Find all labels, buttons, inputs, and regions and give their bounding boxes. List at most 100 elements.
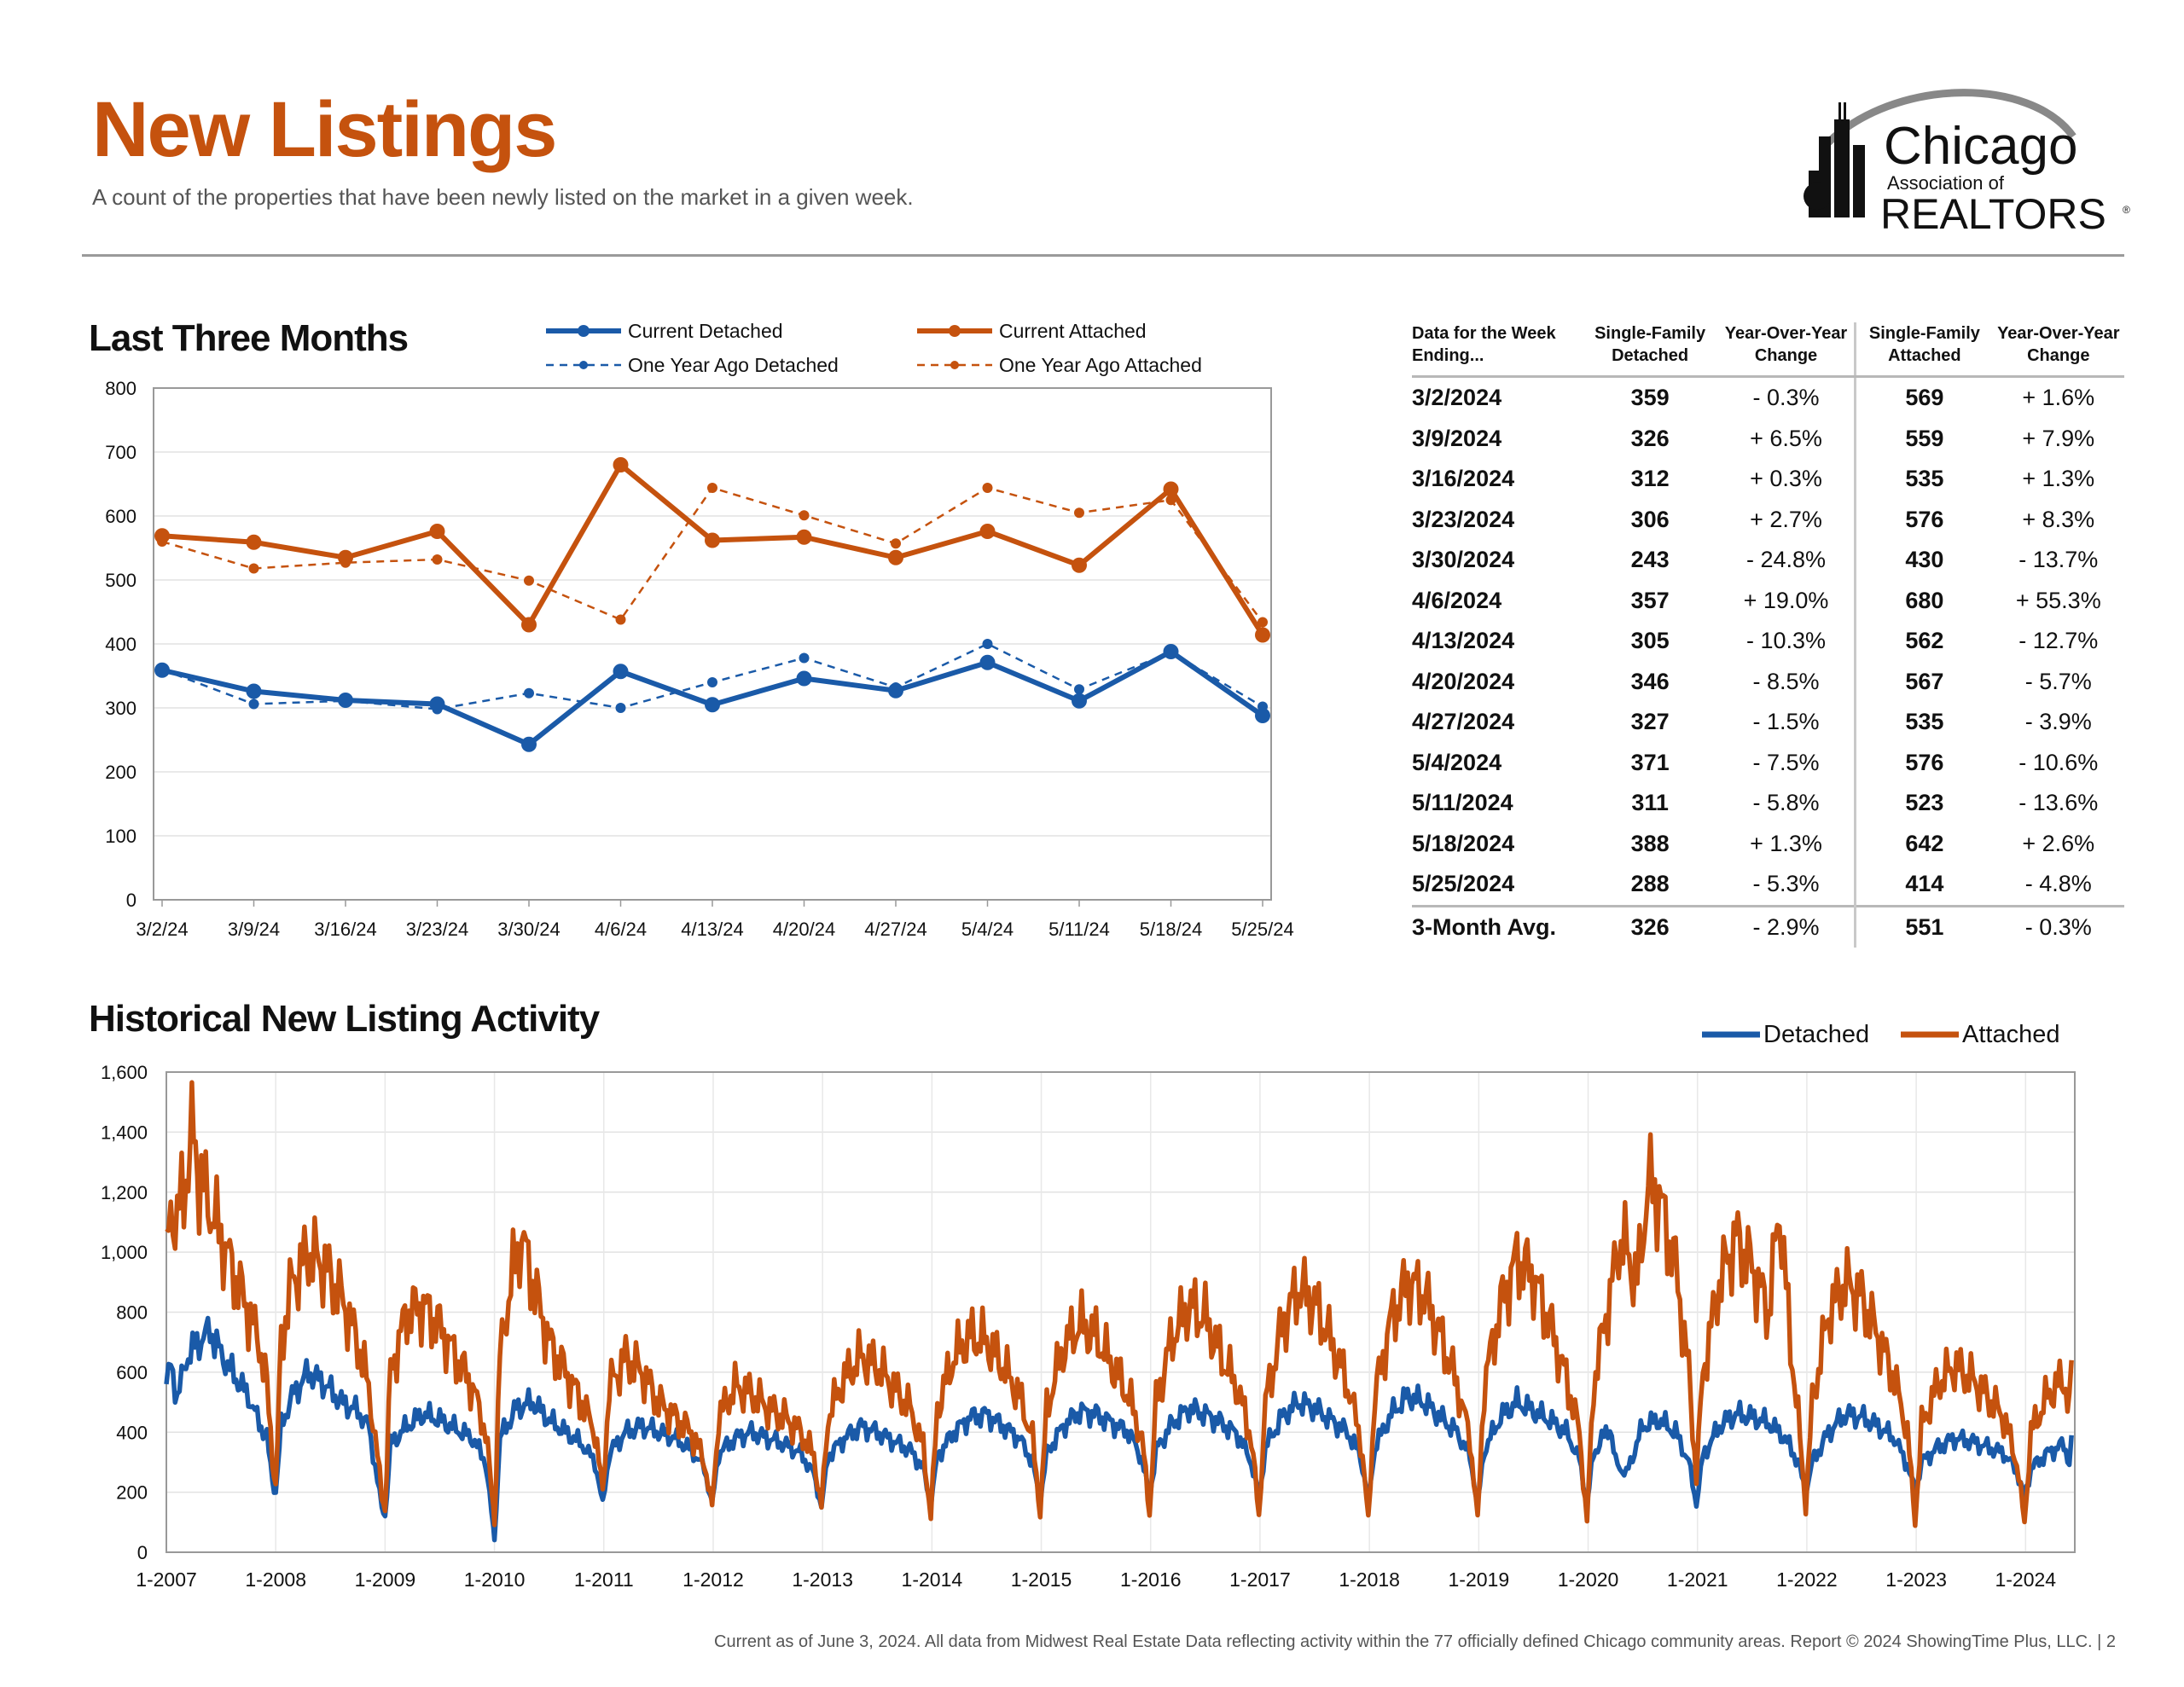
data-point (796, 529, 812, 545)
table-avg-row: 3-Month Avg. 326- 2.9% 551- 0.3% (1412, 904, 2124, 948)
header-detached: Single-Family Detached (1582, 322, 1718, 378)
y-tick-label: 0 (126, 890, 136, 911)
historical-activity-chart: 0 200 400 600 800 1,000 1,200 1,400 1,600 1-2007 1… (101, 1021, 2076, 1591)
chicago-realtors-logo: Chicago Association of REALTORS ® (1804, 89, 2130, 238)
data-point (1258, 617, 1268, 628)
series-line-detached (164, 1315, 2074, 1543)
week-cell: 3/23/2024 (1412, 506, 1515, 532)
week-cell: 3/16/2024 (1412, 466, 1515, 492)
yoy-detached-cell: + 6.5% (1717, 418, 1857, 459)
attached-cell: 535 (1905, 466, 1944, 492)
yoy-attached-cell: - 3.9% (2024, 709, 2092, 735)
x-tick-label: 1-2010 (464, 1568, 526, 1591)
footer-note: Current as of June 3, 2024. All data fro… (714, 1632, 2116, 1651)
data-point (979, 524, 996, 539)
header-yoy-attached: Year-Over-Year Change (1992, 322, 2124, 378)
x-tick-label: 4/20/24 (773, 919, 835, 940)
table-row: 5/11/2024 311 - 5.8% 523 - 13.6% (1412, 783, 2124, 824)
legend-marker (949, 325, 961, 337)
y-tick-label: 100 (105, 826, 136, 847)
attached-cell: 642 (1905, 830, 1944, 856)
yoy-detached-cell: + 1.3% (1717, 823, 1857, 864)
data-point (799, 510, 810, 521)
attached-cell: 567 (1905, 668, 1944, 694)
x-tick-label: 3/23/24 (406, 919, 468, 940)
data-point (246, 683, 262, 699)
data-point (1255, 708, 1270, 723)
yoy-detached-cell: - 8.5% (1717, 661, 1857, 702)
table-row: 3/9/2024 326 + 6.5% 559 + 7.9% (1412, 418, 2124, 459)
detached-cell: 243 (1630, 547, 1670, 573)
x-tick-label: 3/16/24 (314, 919, 376, 940)
table-row: 5/25/2024 288 - 5.3% 414 - 4.8% (1412, 864, 2124, 906)
week-cell: 4/27/2024 (1412, 709, 1515, 735)
data-point (1255, 627, 1270, 643)
data-point (888, 682, 903, 699)
last-three-months-chart: 0 100 200 300 400 500 600 700 800 3/2/24 3/9/24 3/1… (105, 320, 1293, 940)
detached-cell: 305 (1630, 628, 1670, 654)
yoy-attached-cell: + 8.3% (2022, 506, 2095, 532)
logo-registered: ® (2123, 204, 2130, 216)
x-tick-label: 4/13/24 (681, 919, 743, 940)
data-point (705, 697, 720, 713)
data-point (1074, 684, 1084, 695)
data-point (154, 662, 170, 678)
yoy-attached-cell: - 5.7% (2024, 668, 2092, 694)
section-last-three-months: Last Three Months (89, 317, 409, 359)
attached-cell: 523 (1905, 790, 1944, 816)
detached-cell: 346 (1630, 668, 1670, 694)
table-row: 3/16/2024 312 + 0.3% 535 + 1.3% (1412, 459, 2124, 500)
yoy-detached-cell: + 0.3% (1717, 459, 1857, 500)
legend-label: Detached (1763, 1021, 1869, 1048)
y-tick-label: 800 (105, 378, 136, 399)
detached-cell: 306 (1630, 506, 1670, 532)
y-tick-label: 800 (116, 1302, 148, 1324)
yoy-detached-cell: - 5.3% (1717, 864, 1857, 906)
data-point (707, 677, 717, 687)
detached-cell: 327 (1630, 709, 1670, 735)
section-historical: Historical New Listing Activity (89, 998, 600, 1040)
y-tick-label: 1,000 (101, 1242, 148, 1263)
x-tick-label: 1-2023 (1885, 1568, 1947, 1591)
x-tick-label: 1-2017 (1229, 1568, 1291, 1591)
yoy-attached-cell: - 13.7% (2018, 547, 2099, 573)
detached-cell: 357 (1630, 587, 1670, 613)
header-week: Data for the Week Ending... (1412, 322, 1583, 378)
x-tick-label: 1-2012 (682, 1568, 744, 1591)
x-tick-label: 1-2015 (1011, 1568, 1072, 1591)
yoy-detached-cell: - 24.8% (1717, 540, 1857, 581)
avg-cell: - 2.9% (1717, 904, 1857, 948)
table-header-row: Data for the Week Ending... Single-Famil… (1412, 322, 2124, 378)
table-row: 4/6/2024 357 + 19.0% 680 + 55.3% (1412, 580, 2124, 621)
y-tick-label: 400 (116, 1422, 148, 1443)
data-point (615, 703, 626, 713)
attached-cell: 562 (1905, 628, 1944, 654)
table-row: 3/2/2024 359 - 0.3% 569 + 1.6% (1412, 376, 2124, 419)
detached-cell: 311 (1631, 790, 1669, 816)
legend-label: Attached (1962, 1021, 2059, 1048)
legend-marker (579, 361, 588, 369)
x-tick-label: 5/25/24 (1231, 919, 1293, 940)
yoy-detached-cell: - 5.8% (1717, 783, 1857, 824)
logo-tower-2 (1834, 119, 1850, 217)
yoy-attached-cell: + 55.3% (2015, 587, 2101, 613)
x-tick-label: 5/11/24 (1048, 919, 1110, 940)
week-cell: 5/18/2024 (1412, 830, 1515, 856)
yoy-attached-cell: - 10.6% (2018, 749, 2099, 775)
header-yoy-detached: Year-Over-Year Change (1717, 322, 1857, 378)
series-line-attached (165, 1080, 2074, 1528)
x-tick-label: 3/9/24 (228, 919, 280, 940)
avg-cell: 326 (1582, 904, 1718, 948)
week-cell: 3/9/2024 (1412, 425, 1502, 451)
yoy-attached-cell: - 13.6% (2018, 790, 2099, 816)
x-tick-label: 1-2014 (902, 1568, 963, 1591)
yoy-detached-cell: + 2.7% (1717, 499, 1857, 540)
attached-cell: 576 (1905, 506, 1944, 532)
attached-cell: 414 (1905, 871, 1944, 897)
data-point (429, 696, 445, 712)
data-point (338, 693, 353, 708)
y-tick-label: 1,600 (101, 1062, 148, 1083)
x-tick-label: 1-2021 (1667, 1568, 1728, 1591)
data-point (1072, 557, 1087, 573)
data-point (982, 483, 993, 493)
